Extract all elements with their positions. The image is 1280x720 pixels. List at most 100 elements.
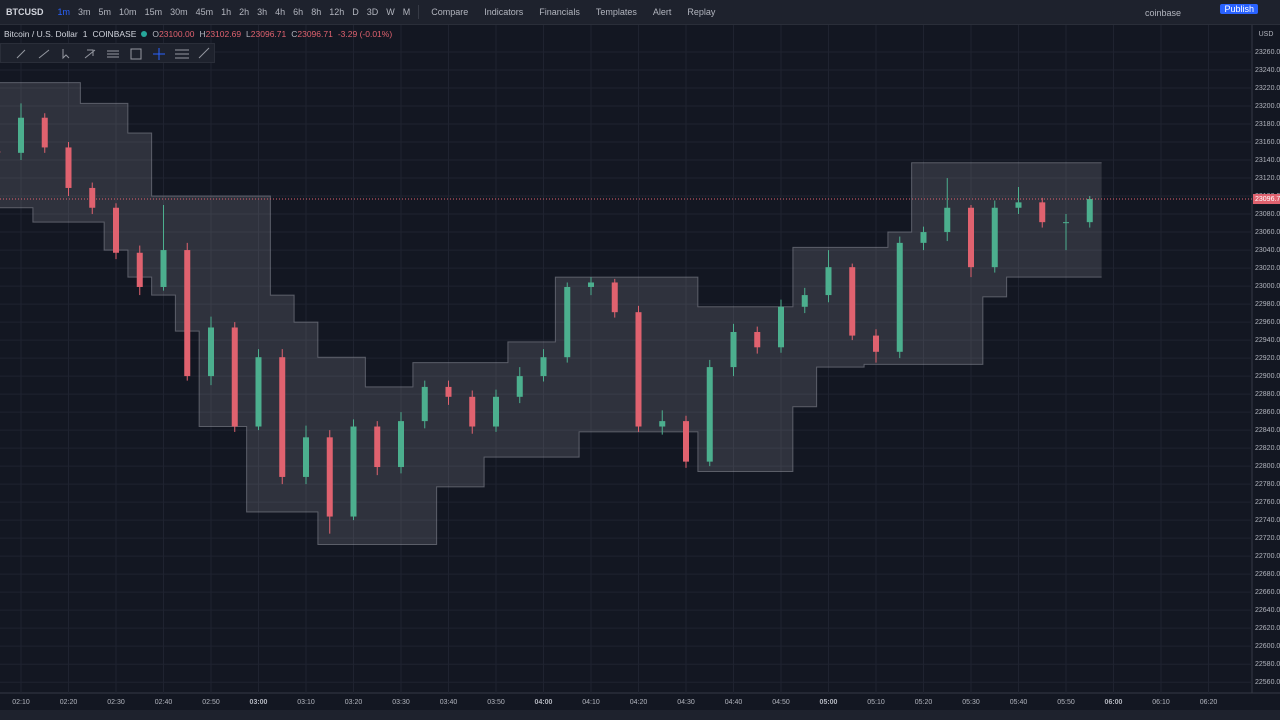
tool-fib[interactable] — [84, 49, 96, 59]
x-tick-label: 05:50 — [1057, 699, 1075, 706]
x-tick-label: 06:20 — [1200, 699, 1218, 706]
y-tick-label: 23040.00 — [1255, 247, 1280, 254]
candle-body — [1015, 202, 1022, 208]
x-tick-label: 02:40 — [155, 699, 173, 706]
tool-text[interactable] — [175, 49, 189, 59]
y-tick-label: 23180.00 — [1255, 121, 1280, 128]
candle-body — [89, 187, 96, 208]
x-tick-label: 04:10 — [582, 699, 600, 706]
interval[interactable]: 8h — [311, 7, 322, 17]
intervals: 1m 3m 5m 10m 15m 30m 45m 1h 2h 3h 4h 6h 8h 12h D 3D W M — [54, 7, 415, 17]
interval[interactable]: 1m — [57, 7, 71, 17]
y-tick-label: 23260.00 — [1255, 49, 1280, 56]
top-toolbar: BTCUSD 1m 3m 5m 10m 15m 30m 45m 1h 2h 3h 4h 6h 8h 12h… — [0, 0, 1280, 25]
y-tick-label: 22720.00 — [1255, 535, 1280, 542]
x-tick-label: 03:10 — [297, 699, 315, 706]
publish-button[interactable]: Publish — [1220, 4, 1258, 14]
y-tick-label: 22580.00 — [1255, 661, 1280, 668]
y-tick-label: 23000.00 — [1255, 283, 1280, 290]
candle-body — [564, 286, 571, 358]
band-lower — [0, 207, 1102, 545]
candle-body — [279, 357, 286, 477]
candles — [0, 103, 1093, 534]
interval[interactable]: 1h — [221, 7, 232, 17]
symbol-name: Bitcoin / U.S. Dollar — [4, 29, 78, 39]
toolbar-button[interactable]: Replay — [687, 7, 716, 17]
toolbar-button[interactable]: Compare — [431, 7, 469, 17]
interval[interactable]: 4h — [275, 7, 286, 17]
x-tick-label: 03:30 — [392, 699, 410, 706]
y-tick-label: 22980.00 — [1255, 301, 1280, 308]
y-tick-label: 22680.00 — [1255, 571, 1280, 578]
y-tick-label: 22640.00 — [1255, 607, 1280, 614]
interval[interactable]: 2h — [239, 7, 250, 17]
candle-body — [1063, 222, 1069, 224]
tool-measure[interactable] — [198, 47, 210, 59]
h-label: H — [199, 29, 206, 39]
interval[interactable]: 15m — [144, 7, 163, 17]
x-tick-label: 05:10 — [867, 699, 885, 706]
status-dot — [141, 31, 148, 37]
account[interactable]: coinbase — [1144, 8, 1181, 18]
candle-body — [41, 117, 48, 148]
interval[interactable]: W — [386, 7, 395, 17]
y-tick-label: 22800.00 — [1255, 463, 1280, 470]
price-axis-bg — [1252, 25, 1280, 693]
tool-cursor[interactable] — [62, 49, 70, 60]
candle-body — [778, 306, 784, 348]
symbol[interactable]: BTCUSD — [6, 7, 44, 17]
candle-body — [588, 282, 594, 287]
interval[interactable]: 12h — [329, 7, 345, 17]
tool-shape[interactable] — [130, 48, 142, 60]
interval[interactable]: 3D — [366, 7, 379, 17]
last-price-box — [1253, 194, 1280, 205]
x-tick-label: 03:20 — [345, 699, 363, 706]
toolbar-button[interactable]: Templates — [595, 7, 637, 17]
tool-line[interactable] — [16, 49, 50, 59]
interval[interactable]: D — [352, 7, 359, 17]
candle-body — [1039, 202, 1046, 223]
y-tick-label: 23060.00 — [1255, 229, 1280, 236]
change: -3.29 (-0.01%) — [337, 29, 393, 39]
interval[interactable]: 45m — [195, 7, 214, 17]
candle-body — [374, 426, 381, 468]
x-tick-label: 05:30 — [962, 699, 980, 706]
c-label: C — [291, 29, 298, 39]
interval[interactable]: 3h — [257, 7, 268, 17]
x-tick-label: 02:20 — [60, 699, 78, 706]
x-tick-label: 03:40 — [440, 699, 458, 706]
y-tick-label: 23140.00 — [1255, 157, 1280, 164]
x-tick-label: 06:10 — [1152, 699, 1170, 706]
interval[interactable]: 3m — [78, 7, 91, 17]
candle-body — [65, 147, 72, 188]
candle-body — [754, 331, 761, 348]
interval[interactable]: 6h — [293, 7, 304, 17]
interval[interactable]: 10m — [119, 7, 137, 17]
y-tick-label: 22760.00 — [1255, 499, 1280, 506]
x-tick-label: 04:40 — [725, 699, 743, 706]
tool-pattern[interactable] — [107, 50, 119, 58]
y-tick-label: 23160.00 — [1255, 139, 1280, 146]
interval[interactable]: 5m — [98, 7, 112, 17]
candle-body — [944, 207, 951, 233]
candle-body — [516, 376, 523, 397]
toolbar-button[interactable]: Indicators — [484, 7, 524, 17]
o-label: O — [152, 29, 159, 39]
separator — [418, 5, 420, 19]
h-value: 23102.69 — [205, 29, 242, 39]
tool-crosshair[interactable] — [153, 48, 165, 60]
toolbar-button[interactable]: Alert — [652, 7, 672, 17]
y-tick-label: 22700.00 — [1255, 553, 1280, 560]
toolbar-button[interactable]: Financials — [539, 7, 580, 17]
candle-body — [398, 421, 404, 468]
last-price-label: 23096.71 — [1255, 196, 1280, 203]
bottom-bar — [0, 710, 1280, 720]
candle-body — [231, 327, 238, 427]
y-tick-label: 23220.00 — [1255, 85, 1280, 92]
interval[interactable]: M — [402, 7, 411, 17]
candle-body — [873, 335, 879, 352]
x-tick-label: 03:50 — [487, 699, 505, 706]
interval[interactable]: 30m — [170, 7, 188, 17]
o-value: 23100.00 — [159, 29, 195, 39]
